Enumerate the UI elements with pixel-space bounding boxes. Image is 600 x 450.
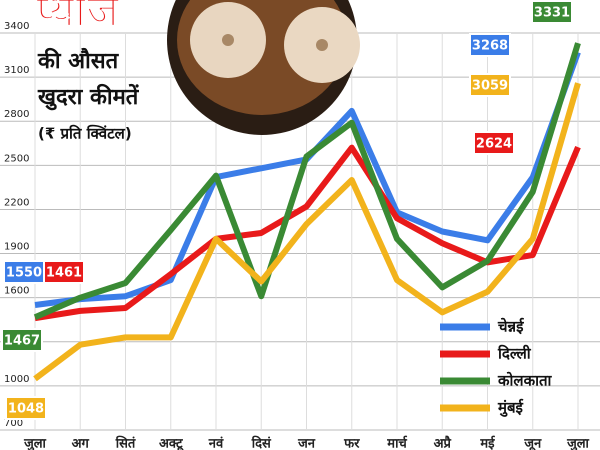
y-tick-label: 1900 [4,242,29,253]
subtitle: (₹ प्रति क्विंटल) [38,125,132,143]
y-tick-label: 2800 [4,109,29,120]
value-label-box [531,0,573,24]
chart-title: प्याज [35,0,120,37]
value-label-box [469,73,511,97]
x-tick-label: अग [72,437,90,450]
line-series [33,82,581,382]
value-label-box [473,131,515,155]
value-label-box [43,260,85,284]
y-tick-label: 2200 [4,197,29,208]
value-label-box [469,33,511,57]
value-label: 1461 [46,266,82,281]
onion-photo [167,0,360,135]
y-tick-label: 1600 [4,286,29,297]
x-tick-label: मार्च [386,436,407,450]
value-label: 3268 [472,39,508,54]
y-tick-label: 3400 [4,21,29,32]
legend-label: दिल्ली [497,345,532,363]
value-label-box [1,328,43,352]
value-label: 1550 [6,266,42,281]
x-tick-label: जुला [566,437,589,450]
y-tick-label: 1000 [4,374,29,385]
x-tick-label: नवं [208,436,224,450]
value-label: 2624 [476,137,512,152]
value-label: 1048 [8,402,44,417]
subtitle: खुदरा कीमतें [37,83,140,111]
value-label: 3331 [534,6,570,21]
y-tick-label: 700 [4,418,23,429]
x-tick-label: अप्रै [434,436,452,450]
value-label-box [5,396,47,420]
x-tick-label: जुला [23,437,46,450]
legend-label: मुंबई [497,399,524,418]
x-tick-label: दिसं [251,436,272,450]
x-tick-label: अक्टू [159,437,185,450]
x-tick-label: जून [523,437,542,450]
legend-label: चेन्नई [497,318,524,336]
x-tick-label: सितं [115,436,136,450]
x-tick-label: फर [343,437,360,450]
line-series [33,42,581,320]
x-tick-label: जन [297,437,316,450]
y-tick-label: 3100 [4,65,29,76]
y-tick-label: 2500 [4,153,29,164]
x-tick-label: मई [479,436,495,450]
subtitle: की औसत [37,47,120,74]
value-label: 1467 [4,334,40,349]
value-label: 3059 [472,79,508,94]
legend-label: कोलकाता [497,372,553,390]
